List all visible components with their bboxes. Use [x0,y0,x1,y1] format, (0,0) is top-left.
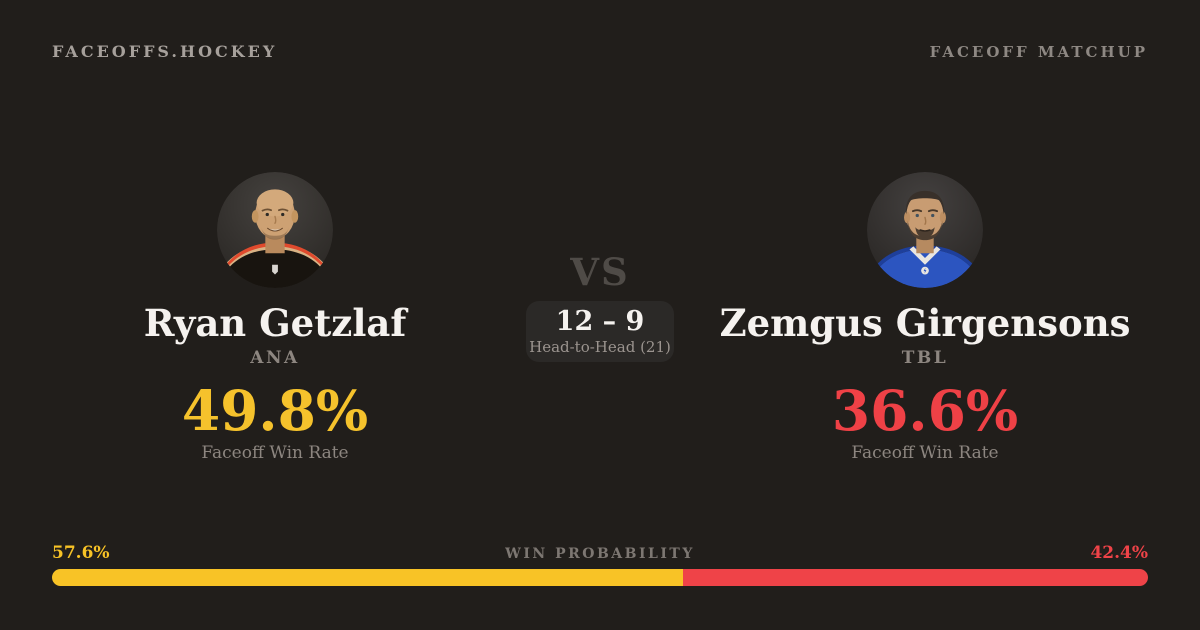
head-to-head-box: 12 – 9 Head-to-Head (21) [526,301,674,362]
player-team-left: ANA [250,348,300,368]
win-probability-title: WIN PROBABILITY [505,546,695,562]
head-to-head-label: Head-to-Head (21) [529,338,671,356]
player-team-right: TBL [901,348,949,368]
page-title: FACEOFF MATCHUP [929,43,1148,61]
win-rate-label-right: Faceoff Win Rate [851,443,999,463]
player-card-left: Ryan Getzlaf ANA 49.8% Faceoff Win Rate [75,172,475,463]
vs-label: VS [570,250,630,294]
header: FACEOFFS.HOCKEY FACEOFF MATCHUP [52,42,1148,61]
player-card-right: Zemgus Girgensons TBL 36.6% Faceoff Win … [720,172,1130,463]
player-photo-right [867,172,983,288]
win-rate-left: 49.8% [181,378,369,443]
win-probability-bar-right-segment [683,569,1148,586]
win-probability-labels: 57.6% WIN PROBABILITY 42.4% [52,543,1148,563]
brand-logo-text: FACEOFFS.HOCKEY [52,42,278,61]
player-name-right: Zemgus Girgensons [719,301,1131,345]
matchup-center: VS 12 – 9 Head-to-Head (21) [500,252,700,362]
win-probability-bar [52,569,1148,586]
win-probability-right-pct: 42.4% [1090,543,1148,563]
win-rate-label-left: Faceoff Win Rate [201,443,349,463]
player-name-left: Ryan Getzlaf [143,301,407,345]
win-probability-left-pct: 57.6% [52,543,110,563]
player-photo-left [217,172,333,288]
win-rate-right: 36.6% [831,378,1019,443]
win-probability-bar-left-segment [52,569,684,586]
head-to-head-score: 12 – 9 [555,306,645,337]
player-portrait-left-illustration [217,172,333,288]
player-portrait-right-illustration [867,172,983,288]
